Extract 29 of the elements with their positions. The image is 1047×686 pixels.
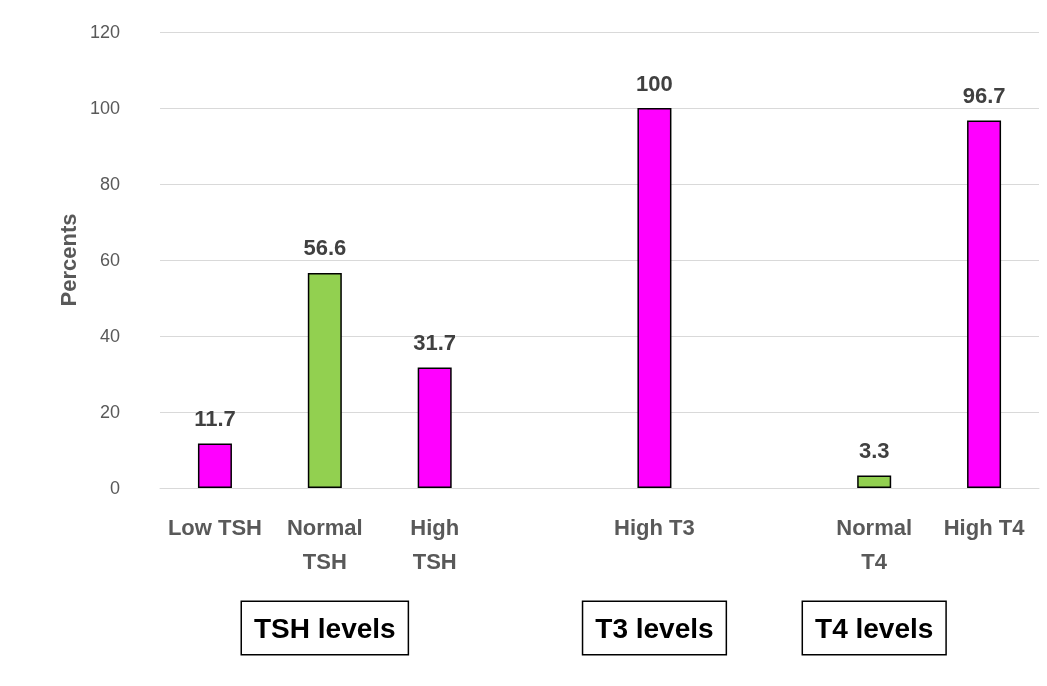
y-tick-label: 120 xyxy=(89,22,120,42)
y-tick-label: 100 xyxy=(89,98,120,118)
x-tick-label: Normal T4 xyxy=(836,514,913,574)
bar xyxy=(857,475,892,488)
data-label: 3.3 xyxy=(858,437,890,463)
data-label: 56.6 xyxy=(303,235,347,261)
y-tick-label: 0 xyxy=(109,478,120,498)
data-label: 11.7 xyxy=(194,406,236,432)
data-label: 31.7 xyxy=(413,330,457,356)
x-tick-label: High T4 xyxy=(943,514,1026,540)
bar xyxy=(637,108,672,488)
y-tick-label: 80 xyxy=(99,174,120,194)
x-tick-label: High T3 xyxy=(614,514,695,540)
y-axis-title: Percents xyxy=(55,213,81,307)
bar xyxy=(307,272,342,488)
text: TSH levels xyxy=(253,612,396,644)
text: T3 levels xyxy=(595,612,714,644)
x-tick-label: High TSH xyxy=(410,514,460,574)
x-tick-label: Low TSH xyxy=(167,514,262,540)
x-tick-label: Normal TSH xyxy=(286,514,363,574)
bar xyxy=(417,367,452,488)
data-label: 100 xyxy=(636,70,673,96)
text: T4 levels xyxy=(815,612,934,644)
y-tick-label: 40 xyxy=(99,326,120,346)
bar xyxy=(197,443,232,488)
y-tick-label: 60 xyxy=(99,250,120,270)
data-label: 96.7 xyxy=(962,83,1006,109)
y-tick-label: 20 xyxy=(99,402,120,422)
bar xyxy=(967,120,1002,488)
